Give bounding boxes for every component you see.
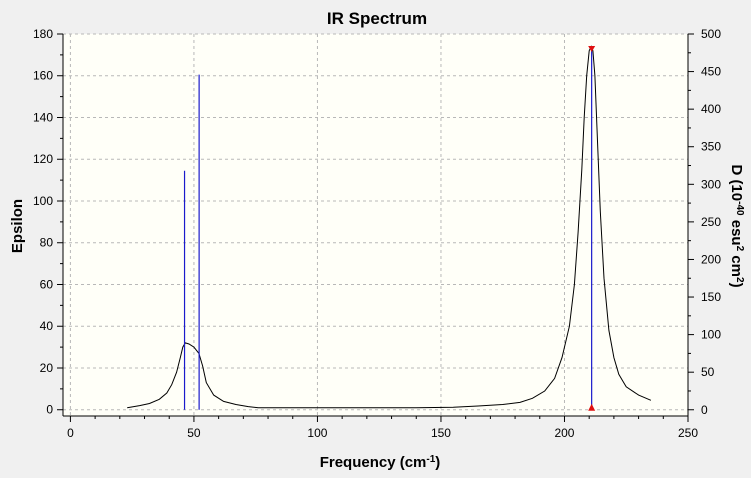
- plot-area: [63, 34, 688, 416]
- y2-axis-label: D (10-40 esu2 cm2): [728, 164, 746, 287]
- x-tick-label: 200: [554, 426, 574, 440]
- y2-tick-label: 50: [701, 365, 715, 379]
- x-tick-label: 150: [431, 426, 451, 440]
- y-tick-label: 0: [46, 403, 53, 417]
- x-tick-label: 100: [307, 426, 327, 440]
- y-axis-label: Epsilon: [9, 199, 26, 253]
- y-axis-ticks: 0 20 40 60 80 100 120 140 160 180: [33, 27, 63, 417]
- intensity-sticks: [183, 46, 596, 411]
- y2-tick-label: 300: [701, 177, 721, 191]
- y-tick-label: 80: [40, 236, 54, 250]
- y2-tick-label: 450: [701, 65, 721, 79]
- y2-tick-label: 0: [701, 403, 708, 417]
- spectrum-curve: [127, 45, 652, 409]
- y2-tick-label: 350: [701, 140, 721, 154]
- peak-marker-bottom: [588, 403, 596, 411]
- y2-tick-label: 400: [701, 102, 721, 116]
- peak-marker-top: [588, 46, 596, 53]
- x-axis-ticks: 0 50 100 150 200 250: [67, 416, 698, 440]
- y2-tick-label: 200: [701, 252, 721, 266]
- y-tick-label: 180: [33, 27, 53, 41]
- y2-axis-ticks: 0 50 100 150 200 250 300 350 400 450 500: [688, 27, 721, 417]
- y-tick-label: 120: [33, 152, 53, 166]
- gridlines: [63, 33, 689, 416]
- x-tick-label: 50: [187, 426, 201, 440]
- y2-tick-label: 250: [701, 215, 721, 229]
- y-tick-label: 20: [40, 361, 54, 375]
- y-tick-label: 60: [40, 277, 54, 291]
- y-tick-label: 40: [40, 319, 54, 333]
- y-tick-label: 160: [33, 69, 53, 83]
- y2-tick-label: 150: [701, 290, 721, 304]
- x-axis-label: Frequency (cm-1): [320, 454, 441, 472]
- axes: [62, 34, 689, 417]
- x-tick-label: 250: [678, 426, 698, 440]
- y2-tick-label: 100: [701, 328, 721, 342]
- y-tick-label: 140: [33, 110, 53, 124]
- y-tick-label: 100: [33, 194, 53, 208]
- y2-tick-label: 500: [701, 27, 721, 41]
- x-tick-label: 0: [67, 426, 74, 440]
- chart-title: IR Spectrum: [327, 9, 427, 28]
